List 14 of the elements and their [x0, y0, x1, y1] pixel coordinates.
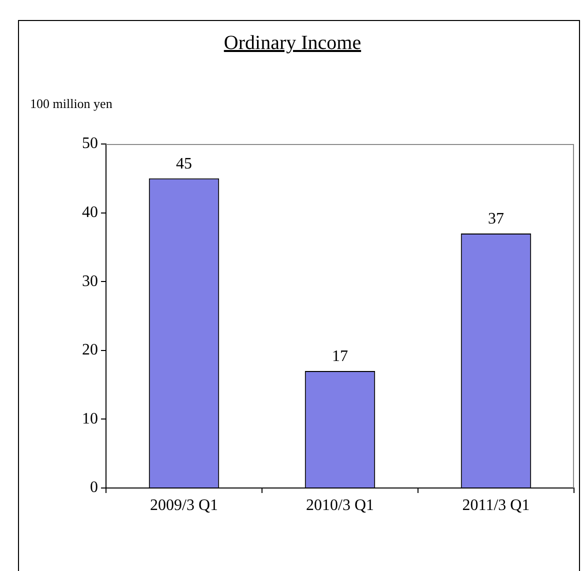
chart-title: Ordinary Income: [222, 32, 362, 55]
y-tick-label: 30: [82, 272, 98, 290]
data-label: 37: [488, 210, 504, 228]
x-tick-label: 2011/3 Q1: [462, 496, 530, 514]
y-tick-label: 20: [82, 342, 98, 359]
data-label: 45: [176, 156, 192, 173]
y-tick-label: 40: [82, 204, 98, 222]
y-tick-label: 0: [90, 479, 98, 496]
x-tick-label: 2010/3 Q1: [306, 496, 374, 514]
x-tick-label: 2009/3 Q1: [150, 496, 218, 514]
data-label: 17: [332, 348, 348, 366]
y-axis-title: 100 million yen: [30, 96, 112, 112]
y-tick-label: 50: [82, 135, 98, 152]
y-tick-label: 10: [82, 410, 98, 428]
